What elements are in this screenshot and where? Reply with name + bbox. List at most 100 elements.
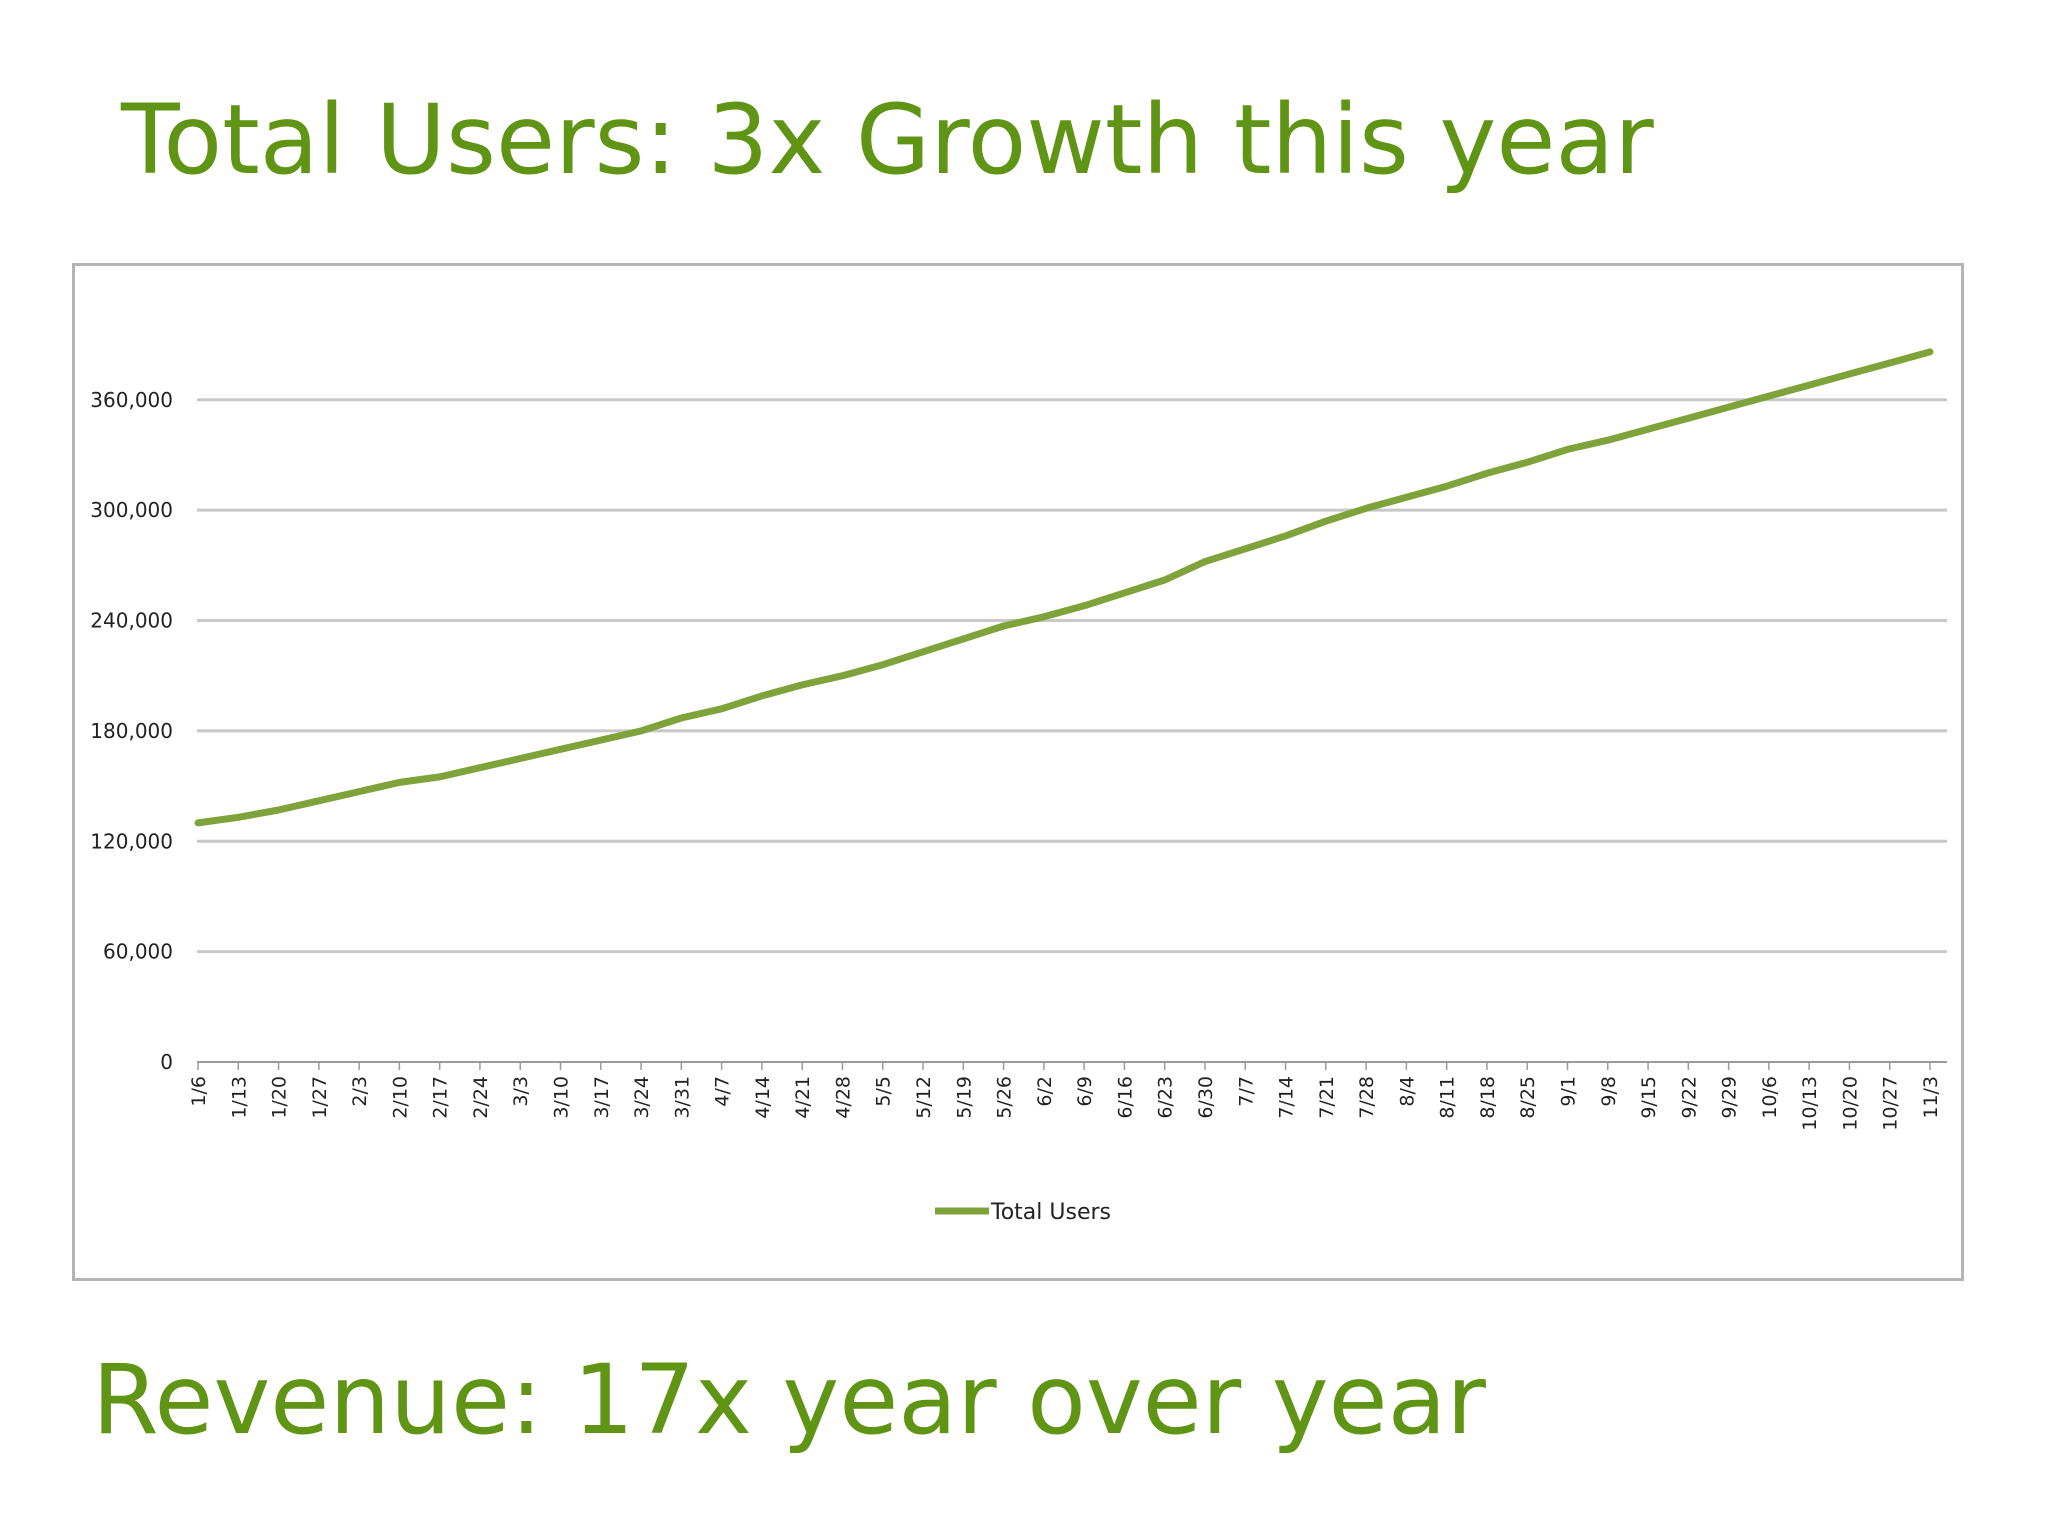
legend-label: Total Users (990, 1200, 1111, 1225)
series-layer (194, 348, 1934, 827)
x-tick-label: 3/24 (631, 1076, 653, 1119)
data-point (1928, 350, 1932, 354)
data-point (1767, 394, 1771, 398)
x-tick-label: 6/9 (1074, 1076, 1096, 1107)
x-tick-label: 4/21 (792, 1076, 814, 1119)
data-point (1485, 471, 1489, 475)
data-point (639, 729, 643, 733)
x-tick-label: 9/15 (1638, 1076, 1660, 1119)
data-point (1082, 604, 1086, 608)
data-point (1163, 578, 1167, 582)
data-point (357, 790, 361, 794)
x-tick-label: 7/28 (1356, 1076, 1378, 1119)
data-point (1002, 624, 1006, 628)
legend: Total Users (935, 1200, 1111, 1225)
data-point (1122, 591, 1126, 595)
data-point (478, 766, 482, 770)
x-tick-label: 3/3 (510, 1076, 532, 1107)
y-tick-label: 120,000 (90, 829, 173, 853)
x-tick-label: 11/3 (1920, 1076, 1942, 1119)
data-point (196, 821, 200, 825)
line-chart: 0 60,000 120,000 180,000 240,000 300,000 360,0… (90, 348, 1947, 1225)
x-tick-label: 8/18 (1477, 1076, 1499, 1119)
data-point (1203, 560, 1207, 564)
x-tick-label: 6/23 (1155, 1076, 1177, 1119)
data-point (1525, 460, 1529, 464)
data-point (277, 808, 281, 812)
x-tick-label: 9/8 (1598, 1076, 1620, 1107)
data-point (397, 780, 401, 784)
data-point (800, 683, 804, 687)
x-tick-label: 5/19 (953, 1076, 975, 1119)
data-point (1565, 447, 1569, 451)
x-tick-label: 10/13 (1799, 1076, 1821, 1131)
data-point (1364, 506, 1368, 510)
x-tick-label: 6/16 (1114, 1076, 1136, 1119)
y-tick-label: 300,000 (90, 498, 173, 522)
x-tick-label: 5/26 (994, 1076, 1016, 1119)
x-tick-label: 9/22 (1678, 1076, 1700, 1119)
data-point (1284, 534, 1288, 538)
data-point (1888, 361, 1892, 365)
data-point (1646, 427, 1650, 431)
chart-frame: 0 60,000 120,000 180,000 240,000 300,000 360,0… (72, 263, 1964, 1281)
data-point (961, 637, 965, 641)
data-point (881, 663, 885, 667)
x-tick-label: 5/12 (913, 1076, 935, 1119)
y-tick-label: 60,000 (103, 940, 173, 964)
gridlines (197, 398, 1947, 954)
data-point (921, 650, 925, 654)
x-tick-label: 2/10 (389, 1076, 411, 1119)
data-point (840, 674, 844, 678)
x-tick-label: 5/5 (873, 1076, 895, 1107)
data-point (1807, 383, 1811, 387)
x-tick-label: 3/10 (551, 1076, 573, 1119)
data-point (760, 694, 764, 698)
x-tick-label: 10/20 (1839, 1076, 1861, 1131)
x-tick-label: 7/14 (1276, 1076, 1298, 1119)
x-tick-label: 8/11 (1437, 1076, 1459, 1119)
x-tick-label: 3/17 (591, 1076, 613, 1119)
x-tick-label: 4/28 (832, 1076, 854, 1119)
y-tick-label: 0 (160, 1050, 173, 1074)
data-point (1727, 405, 1731, 409)
data-point (1445, 484, 1449, 488)
x-tick-label: 2/17 (430, 1076, 452, 1119)
page-title: Total Users: 3x Growth this year (121, 84, 1654, 196)
data-point (599, 738, 603, 742)
x-tick-label: 6/30 (1195, 1076, 1217, 1119)
x-tick-label: 10/27 (1880, 1076, 1902, 1131)
x-tick-label: 7/21 (1316, 1076, 1338, 1119)
y-tick-label: 360,000 (90, 388, 173, 412)
data-point (1847, 372, 1851, 376)
data-point (438, 775, 442, 779)
series-line-total-users (194, 348, 1934, 827)
x-tick-label: 4/7 (712, 1076, 734, 1107)
x-tick-label: 3/31 (671, 1076, 693, 1119)
x-tick-label: 9/1 (1557, 1076, 1579, 1107)
x-tick-label: 10/6 (1759, 1076, 1781, 1119)
y-axis-ticks: 0 60,000 120,000 180,000 240,000 300,000 360,0… (90, 388, 173, 1074)
x-tick-label: 7/7 (1235, 1076, 1257, 1107)
y-tick-label: 180,000 (90, 719, 173, 743)
data-point (1243, 547, 1247, 551)
x-tick-label: 2/3 (349, 1076, 371, 1107)
data-point (317, 799, 321, 803)
x-tick-label: 1/13 (228, 1076, 250, 1119)
x-tick-label: 1/6 (188, 1076, 210, 1107)
data-point (679, 716, 683, 720)
data-point (236, 815, 240, 819)
x-tick-label: 1/20 (269, 1076, 291, 1119)
data-point (1324, 519, 1328, 523)
x-tick-label: 8/4 (1396, 1076, 1418, 1107)
data-point (1042, 615, 1046, 619)
x-tick-label: 4/14 (752, 1076, 774, 1119)
data-point (1404, 495, 1408, 499)
x-tick-label: 9/29 (1719, 1076, 1741, 1119)
data-point (720, 707, 724, 711)
data-point (518, 756, 522, 760)
x-tick-label: 6/2 (1034, 1076, 1056, 1107)
x-tick-label: 1/27 (309, 1076, 331, 1119)
data-point (1686, 416, 1690, 420)
x-tick-label: 8/25 (1517, 1076, 1539, 1119)
